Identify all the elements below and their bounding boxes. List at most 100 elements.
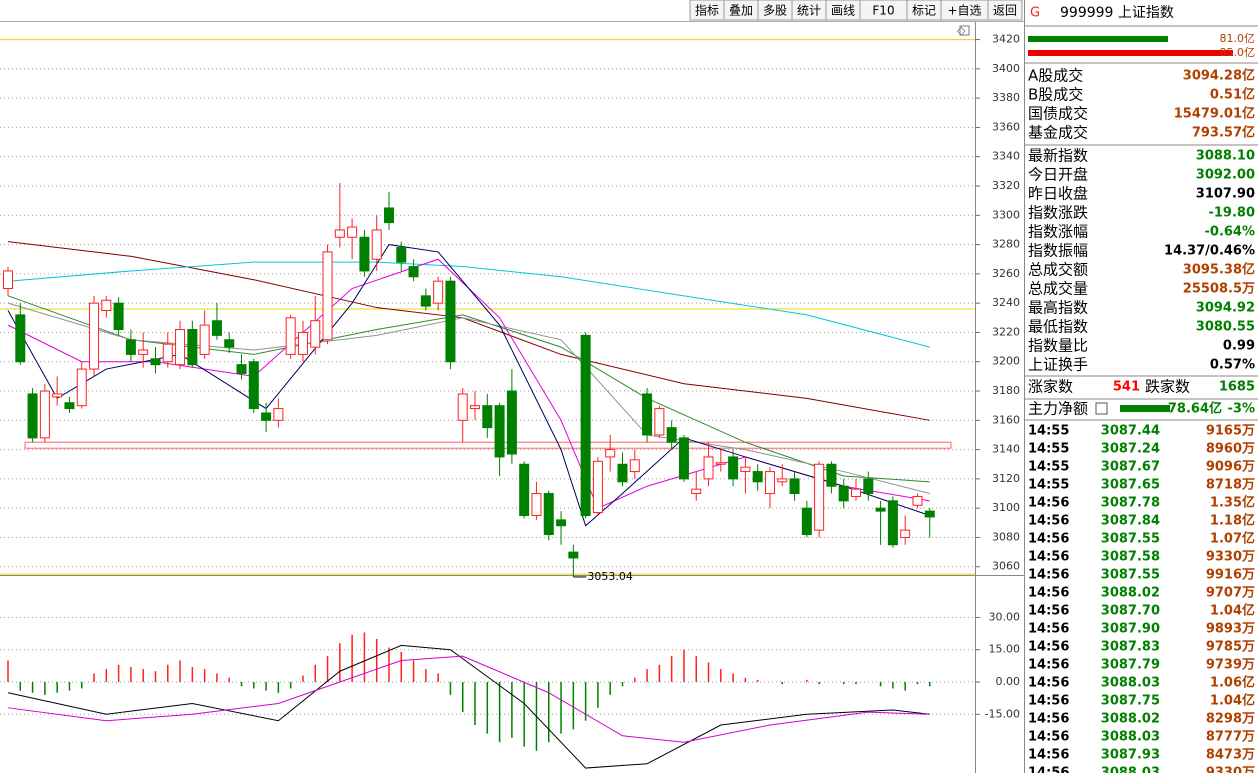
y-tick-label: 0.00 [996,675,1021,688]
toolbar-label[interactable]: 指标 [695,3,719,18]
candle-body [715,462,726,465]
toolbar-button[interactable] [689,0,725,21]
candle-body [924,510,935,518]
volume-bar [1028,36,1168,42]
row-label: 跌家数 [1145,378,1190,396]
candle-body [322,251,333,341]
candle-body [592,460,603,514]
tick-price: 3087.67 [1101,460,1160,475]
tick-volume: 9330万 [1206,550,1255,565]
candle-body [408,266,419,278]
candle-body [396,247,407,263]
y-tick-label: 3220 [992,325,1020,338]
down-count: 1685 [1219,380,1255,395]
code-icon: G [1030,6,1040,21]
moving-average [7,261,930,348]
y-tick-label: 3260 [992,267,1020,280]
tick-price: 3088.03 [1101,676,1160,691]
tick-time: 14:56 [1028,640,1069,655]
row-label: 今日开盘 [1028,166,1088,184]
row-value: 0.57% [1210,358,1255,373]
tick-volume: 1.35亿 [1210,495,1255,511]
candle-body [482,405,493,429]
tick-volume: 8473万 [1206,748,1255,763]
candle-body [334,229,345,238]
y-tick-label: 3240 [992,296,1020,309]
candle-body [900,529,911,538]
main-force-value: -78.64亿 [1162,401,1222,417]
tick-volume: 9165万 [1206,424,1255,439]
tick-volume: 8718万 [1206,478,1255,493]
tick-price: 3087.55 [1101,532,1160,547]
row-label: 指数涨幅 [1028,223,1088,241]
row-value: 3094.28亿 [1183,68,1255,84]
candle-body [887,500,898,546]
index-title: 999999 上证指数 [1060,5,1174,21]
row-label: 指数振幅 [1028,242,1088,260]
dif-line [7,644,930,769]
candle-body [912,495,923,506]
candle-body [175,329,186,366]
candle-body [470,405,481,410]
tick-time: 14:55 [1028,478,1069,493]
row-value: 14.37/0.46% [1164,244,1255,259]
up-count: 541 [1113,380,1140,395]
tick-volume: 8777万 [1206,730,1255,745]
candle-body [445,280,456,363]
row-label: 主力净额 [1028,400,1088,418]
toolbar-label[interactable]: F10 [872,4,894,18]
toolbar-label[interactable]: 画线 [831,4,855,18]
tick-price: 3087.70 [1101,604,1160,619]
tick-price: 3087.93 [1101,748,1160,763]
toolbar-label[interactable]: 标记 [912,4,936,18]
tick-time: 14:55 [1028,424,1069,439]
tick-time: 14:56 [1028,766,1069,773]
candle-body [617,463,628,483]
candle-body [703,456,714,480]
candle-body [138,349,149,355]
tick-price: 3087.44 [1101,424,1160,439]
candle-body [371,229,382,260]
candle-body [113,302,124,331]
tick-price: 3087.90 [1101,622,1160,637]
candle-body [531,493,542,516]
candle-body [506,390,517,455]
y-tick-label: 3160 [992,413,1020,426]
toolbar-label[interactable]: 统计 [797,4,821,18]
candle-body [568,551,579,559]
tick-price: 3088.02 [1101,586,1160,601]
row-value: 0.99 [1223,339,1255,354]
toolbar-label[interactable]: 叠加 [729,4,753,18]
toolbar-label[interactable]: 多股 [763,4,787,18]
candle-body [76,368,87,407]
low-label: 3053.04 [587,570,633,583]
tick-time: 14:56 [1028,604,1069,619]
volume-label: 85.0亿 [1220,46,1256,59]
candle-body [310,320,321,348]
row-value: 15479.01亿 [1174,106,1255,122]
candle-body [801,507,812,536]
tick-volume: 1.06亿 [1210,675,1255,691]
candle-body [605,449,616,458]
toolbar-label[interactable]: +自选 [947,4,981,18]
toolbar-label[interactable]: 返回 [993,4,1017,18]
dea-line [7,655,930,743]
row-value: 3088.10 [1196,149,1255,164]
row-label: 指数量比 [1028,337,1088,355]
row-value: 0.51亿 [1210,87,1255,103]
row-value: -19.80 [1208,206,1255,221]
y-tick-label: 3200 [992,355,1020,368]
tick-price: 3088.03 [1101,766,1160,773]
y-tick-label: 3100 [992,501,1020,514]
y-tick-label: 3380 [992,91,1020,104]
candle-body [150,358,161,366]
candle-body [851,488,862,497]
candle-body [629,459,640,473]
y-tick-label: 3300 [992,208,1020,221]
candle-body [101,299,112,311]
y-tick-label: 30.00 [989,610,1021,623]
tick-price: 3087.24 [1101,442,1160,457]
candle-body [777,478,788,483]
row-label: 基金成交 [1028,124,1088,142]
candle-body [752,471,763,483]
